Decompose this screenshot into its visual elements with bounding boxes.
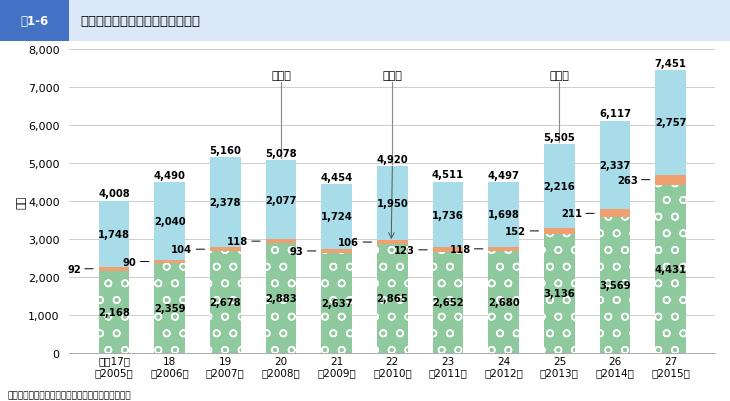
Bar <box>600 210 631 218</box>
Text: 3,136: 3,136 <box>544 289 575 298</box>
Bar <box>321 184 352 249</box>
Text: 118: 118 <box>226 237 248 247</box>
Bar <box>266 161 296 239</box>
Bar <box>210 251 241 353</box>
Text: 1,698: 1,698 <box>488 210 520 220</box>
Text: 3,569: 3,569 <box>599 280 631 290</box>
Text: 7,451: 7,451 <box>655 59 687 69</box>
Text: 2,040: 2,040 <box>154 217 185 227</box>
Bar <box>210 158 241 247</box>
Bar <box>600 218 631 353</box>
Text: 4,511: 4,511 <box>432 170 464 180</box>
Bar <box>321 253 352 353</box>
Text: 152: 152 <box>505 226 526 236</box>
Bar <box>544 145 575 229</box>
Text: 4,431: 4,431 <box>655 264 687 274</box>
Bar <box>321 253 352 353</box>
Text: 93: 93 <box>290 246 304 256</box>
Bar <box>433 248 464 253</box>
Text: 6,117: 6,117 <box>599 109 631 119</box>
Bar <box>266 244 296 353</box>
Bar <box>99 271 129 353</box>
Text: 4,920: 4,920 <box>377 154 408 164</box>
Bar <box>321 249 352 253</box>
Text: 5,078: 5,078 <box>265 148 297 158</box>
Bar <box>154 260 185 263</box>
Text: 118: 118 <box>450 244 471 254</box>
Text: 2,678: 2,678 <box>210 297 241 307</box>
Text: 水産物: 水産物 <box>550 71 569 81</box>
Text: 2,378: 2,378 <box>210 198 241 208</box>
Bar <box>600 218 631 353</box>
Bar <box>210 251 241 353</box>
Bar <box>0 0 69 42</box>
Bar <box>544 229 575 234</box>
Bar <box>433 182 464 248</box>
Text: 2,865: 2,865 <box>377 294 408 304</box>
Text: 2,680: 2,680 <box>488 297 520 307</box>
Text: 1,950: 1,950 <box>377 198 408 209</box>
Bar <box>656 175 686 185</box>
Text: 104: 104 <box>171 245 192 255</box>
Bar <box>266 239 296 244</box>
Text: 1,748: 1,748 <box>98 229 130 239</box>
Bar <box>656 185 686 353</box>
Text: 2,883: 2,883 <box>265 294 297 303</box>
Text: 1,736: 1,736 <box>432 210 464 220</box>
Bar <box>377 245 407 353</box>
Y-axis label: 億円: 億円 <box>17 195 26 208</box>
Text: 2,637: 2,637 <box>321 298 353 308</box>
Text: 4,008: 4,008 <box>98 189 130 199</box>
Text: 2,757: 2,757 <box>655 118 686 128</box>
Bar <box>656 185 686 353</box>
Text: 5,505: 5,505 <box>544 132 575 142</box>
Bar <box>154 263 185 353</box>
Bar <box>544 234 575 353</box>
Text: 2,337: 2,337 <box>599 161 631 170</box>
Text: 4,497: 4,497 <box>488 170 520 180</box>
Text: 123: 123 <box>394 245 415 255</box>
Bar <box>154 183 185 260</box>
Text: 農林水産物・食品の輸出額の推移: 農林水産物・食品の輸出額の推移 <box>80 14 200 28</box>
Text: 90: 90 <box>123 257 137 267</box>
Bar <box>377 241 407 245</box>
Bar <box>656 71 686 175</box>
Bar <box>488 247 519 251</box>
Bar <box>488 183 519 247</box>
Bar <box>377 245 407 353</box>
Bar <box>488 251 519 353</box>
Bar <box>99 201 129 267</box>
Text: 林産物: 林産物 <box>383 71 402 81</box>
Bar <box>99 267 129 271</box>
Bar <box>99 271 129 353</box>
Text: 2,359: 2,359 <box>154 303 185 313</box>
Text: 2,077: 2,077 <box>265 195 296 205</box>
Text: 農産物: 農産物 <box>271 71 291 81</box>
Bar <box>377 167 407 241</box>
Text: 211: 211 <box>561 209 582 219</box>
Text: 2,652: 2,652 <box>432 298 464 308</box>
Bar <box>266 244 296 353</box>
Text: 1,724: 1,724 <box>320 212 353 222</box>
Text: 資料：財務省「貿易統計」を基に農林水産省で作成: 資料：財務省「貿易統計」を基に農林水産省で作成 <box>7 390 131 399</box>
Text: 106: 106 <box>338 237 359 247</box>
Text: 92: 92 <box>67 264 81 274</box>
Bar <box>154 263 185 353</box>
Bar <box>600 122 631 210</box>
Text: 5,160: 5,160 <box>210 145 242 155</box>
Bar <box>544 234 575 353</box>
Text: 図1-6: 図1-6 <box>20 14 49 28</box>
Text: 263: 263 <box>617 175 637 185</box>
Text: 4,490: 4,490 <box>154 171 185 181</box>
Text: 4,454: 4,454 <box>320 172 353 182</box>
Text: 2,168: 2,168 <box>98 307 130 317</box>
Text: 2,216: 2,216 <box>544 182 575 192</box>
Bar <box>488 251 519 353</box>
Bar <box>210 247 241 251</box>
Bar <box>433 253 464 353</box>
Bar <box>433 253 464 353</box>
